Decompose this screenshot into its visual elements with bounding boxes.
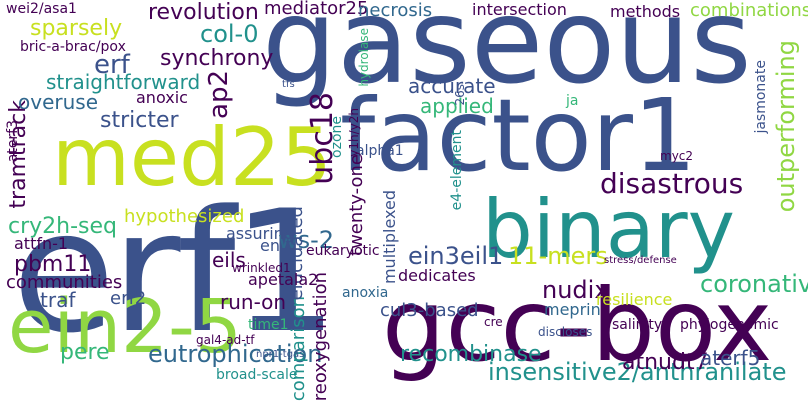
word-atnudt7: atnudt7 [622, 350, 709, 375]
word-necrosis: necrosis [358, 0, 433, 21]
word-discloses: discloses [538, 325, 593, 339]
word-gal4-ad-tf: gal4-ad-tf [196, 333, 255, 347]
word-broad-scale: broad-scale [216, 367, 298, 383]
word-disastrous: disastrous [600, 167, 744, 200]
word-salinity: salinity [612, 317, 663, 333]
word-eutrophication: eutrophication [148, 340, 323, 368]
word-gcc-box: gcc-box [382, 267, 773, 384]
word-coronative: coronative [700, 270, 808, 298]
word-ap2: ap2 [204, 70, 234, 119]
word-intersection: intersection [472, 0, 567, 19]
word-myc2: myc2 [660, 149, 694, 163]
word-erf: erf [94, 50, 130, 80]
word-attfn-1: attfn-1 [14, 234, 69, 253]
word-mediator25: mediator25 [264, 0, 369, 19]
word-eukaryotic: eukaryotic [306, 243, 380, 259]
word-cul3-based: cul3-based [380, 300, 479, 321]
word-time1: time1 [248, 317, 289, 333]
word-tfs: tfs [282, 79, 295, 90]
word-eils: eils [212, 248, 246, 272]
word-alpha1: alpha1 [356, 143, 404, 159]
word-revolution: revolution [148, 0, 259, 25]
word-synchrony: synchrony [160, 46, 274, 71]
word-aterf3: aterf3 [5, 120, 21, 163]
word-dedicates: dedicates [398, 266, 476, 285]
word-overuse: overuse [18, 90, 98, 114]
word-traf: traf [40, 288, 76, 312]
word-straightforward: straightforward [46, 70, 201, 94]
word-y1h-y2h: y1h/y2h [347, 108, 361, 157]
word-e4-element: e4-element [449, 130, 465, 211]
word-bric-a-brac-pox: bric-a-brac/pox [20, 39, 126, 55]
word-multiplexed: multiplexed [380, 190, 399, 285]
word-hydrolase: hydrolase [357, 28, 371, 87]
word-ein2-5: ein2-5 [8, 284, 242, 370]
word-11-mers: 11-mers [508, 242, 608, 270]
word-hypothesized: hypothesized [124, 206, 245, 227]
word-ein3eil1: ein3eil1 [408, 242, 504, 270]
word-insensitive2-anthranilate: insensitive2/anthranilate [488, 358, 787, 386]
word-jasmonate: jasmonate [753, 60, 769, 134]
word-accurate: accurate [408, 74, 496, 98]
word-phylogenomic: phylogenomic [680, 317, 779, 333]
word-wei2-asa1: wei2/asa1 [6, 1, 77, 17]
word-factor1: factor1 [340, 77, 697, 194]
word-anoxia: anoxia [342, 285, 389, 301]
word-ozone: ozone [329, 116, 345, 158]
word-recombinase: recombinase [400, 342, 542, 367]
word-apetala2: apetala2 [248, 270, 319, 289]
word-ws-2: ws-2 [278, 226, 335, 254]
word-methods: methods [610, 2, 681, 21]
word-stress-defense: stress/defense [604, 255, 677, 266]
word-combinations: combinations [690, 0, 808, 21]
word-nudix: nudix [542, 276, 609, 304]
word-ja: ja [566, 93, 579, 109]
word-en: en [260, 236, 280, 255]
word-gaseous: gaseous [262, 0, 752, 110]
word-aterf5: aterf5 [700, 346, 761, 370]
word-erf2: erf2 [110, 288, 147, 309]
word-pbm11: pbm11 [14, 252, 92, 277]
word-26s: 26s [453, 84, 467, 106]
word-reoxygenation: reoxygenation [310, 272, 331, 402]
word-col-0: col-0 [200, 20, 259, 48]
word-pere: pere [60, 340, 110, 365]
word-applied: applied [420, 94, 494, 118]
word-communities: communities [6, 272, 123, 293]
word-cry2h-seq: cry2h-seq [8, 214, 118, 239]
word-sparsely: sparsely [30, 16, 123, 41]
word-npr1-tgas: npr1-tgas [256, 349, 305, 360]
word-twenty-one: twenty-one [346, 154, 367, 256]
word-assuring: assuring [226, 224, 294, 243]
word-binary: binary [482, 183, 735, 276]
word-wrinkled1: wrinkled1 [232, 261, 291, 275]
word-erf1: erf1 [12, 174, 338, 370]
word-outperforming: outperforming [772, 40, 800, 213]
word-med25: med25 [52, 111, 332, 204]
word-run-on: run-on [220, 290, 287, 314]
word-anoxic: anoxic [136, 88, 188, 107]
word-meprin: meprin [544, 300, 601, 319]
word-resilience: resilience [596, 290, 673, 309]
word-cre: cre [484, 315, 503, 329]
word-stricter: stricter [100, 108, 179, 133]
